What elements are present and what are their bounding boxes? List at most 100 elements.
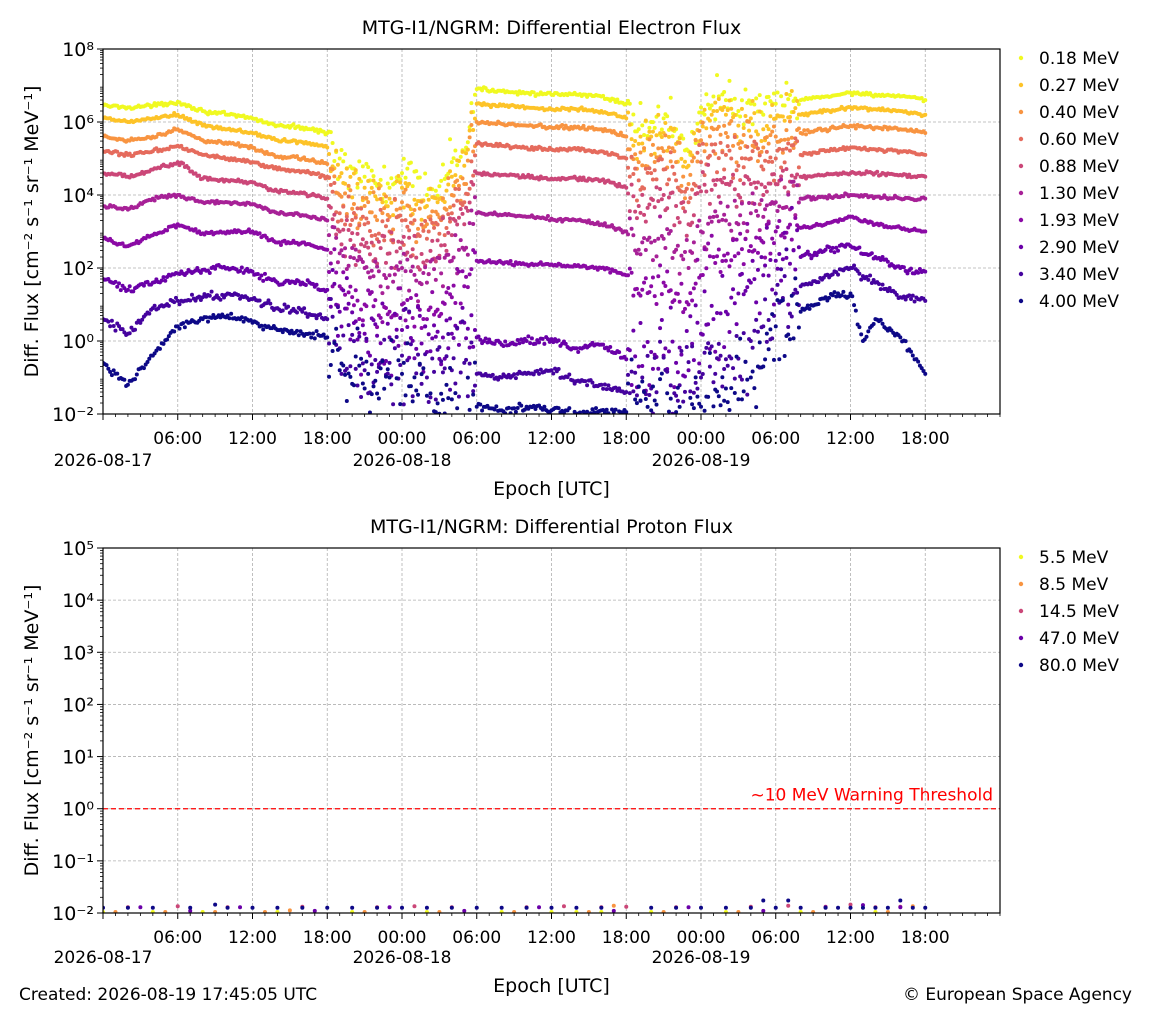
- data-point: [350, 246, 355, 251]
- data-point: [563, 341, 568, 346]
- data-point: [337, 229, 342, 234]
- series-8-5-MeV: [113, 903, 915, 913]
- data-point: [213, 902, 218, 907]
- data-point: [787, 222, 792, 227]
- data-point: [715, 214, 720, 219]
- data-point: [412, 233, 417, 238]
- data-point: [691, 155, 696, 160]
- data-point: [364, 359, 369, 364]
- data-point: [391, 227, 396, 232]
- data-point: [866, 277, 871, 282]
- data-point: [768, 251, 773, 256]
- data-point: [629, 182, 634, 187]
- data-point: [348, 174, 353, 179]
- data-point: [647, 137, 652, 142]
- data-point: [608, 270, 613, 275]
- data-point: [471, 182, 476, 187]
- data-point: [471, 389, 476, 394]
- data-point: [391, 402, 396, 407]
- data-point: [526, 334, 531, 339]
- data-point: [713, 100, 718, 105]
- data-point: [798, 909, 803, 913]
- data-point: [360, 381, 365, 386]
- data-point: [841, 194, 846, 199]
- data-point: [775, 266, 780, 271]
- data-point: [371, 243, 376, 248]
- data-point: [679, 189, 684, 194]
- data-point: [328, 130, 333, 135]
- data-point: [654, 155, 659, 160]
- data-point: [654, 402, 659, 407]
- data-point: [755, 180, 760, 185]
- data-point: [355, 326, 360, 331]
- data-point: [647, 235, 652, 240]
- data-point: [633, 139, 638, 144]
- data-point: [526, 172, 531, 177]
- data-point: [387, 251, 392, 256]
- data-point: [229, 311, 234, 316]
- data-point: [747, 249, 752, 254]
- data-point: [383, 374, 388, 379]
- data-point: [416, 226, 421, 231]
- legend-label: 0.88 MeV: [1039, 157, 1119, 177]
- data-point: [246, 227, 251, 232]
- data-point: [346, 183, 351, 188]
- data-point: [385, 285, 390, 290]
- data-point: [695, 191, 700, 196]
- data-point: [396, 267, 401, 272]
- data-point: [761, 364, 766, 369]
- x-tick-label: 12:00: [527, 429, 576, 449]
- data-point: [752, 386, 757, 391]
- data-point: [739, 201, 744, 206]
- data-point: [729, 295, 734, 300]
- data-point: [658, 131, 663, 136]
- data-point: [665, 114, 670, 119]
- data-point: [748, 280, 753, 285]
- data-point: [743, 288, 748, 293]
- data-point: [627, 391, 632, 396]
- data-point: [636, 384, 641, 389]
- data-point: [791, 336, 796, 341]
- data-point: [707, 134, 712, 139]
- data-point: [823, 295, 828, 300]
- data-point: [755, 267, 760, 272]
- data-point: [343, 246, 348, 251]
- data-point: [367, 410, 372, 414]
- data-point: [460, 319, 465, 324]
- data-point: [672, 126, 677, 131]
- data-point: [551, 371, 556, 376]
- data-point: [389, 337, 394, 342]
- data-point: [387, 360, 392, 365]
- data-point: [209, 289, 214, 294]
- data-point: [378, 341, 383, 346]
- data-point: [412, 904, 417, 909]
- data-point: [711, 149, 716, 154]
- data-point: [469, 267, 474, 272]
- data-point: [499, 909, 504, 913]
- data-point: [528, 341, 533, 346]
- data-point: [731, 287, 736, 292]
- data-point: [460, 176, 465, 181]
- data-point: [512, 909, 517, 913]
- data-point: [681, 164, 686, 169]
- data-point: [371, 274, 376, 279]
- data-point: [537, 905, 542, 910]
- data-point: [766, 94, 771, 99]
- data-point: [369, 240, 374, 245]
- data-point: [576, 178, 581, 183]
- data-point: [350, 217, 355, 222]
- data-point: [795, 228, 800, 233]
- data-point: [663, 283, 668, 288]
- data-point: [357, 159, 362, 164]
- data-point: [775, 209, 780, 214]
- data-point: [679, 253, 684, 258]
- data-point: [677, 345, 682, 350]
- x-tick-label: 18:00: [901, 429, 950, 449]
- data-point: [432, 369, 437, 374]
- data-point: [713, 349, 718, 354]
- data-point: [786, 192, 791, 197]
- data-point: [898, 898, 903, 903]
- data-point: [467, 361, 472, 366]
- data-point: [328, 297, 333, 302]
- data-point: [901, 294, 906, 299]
